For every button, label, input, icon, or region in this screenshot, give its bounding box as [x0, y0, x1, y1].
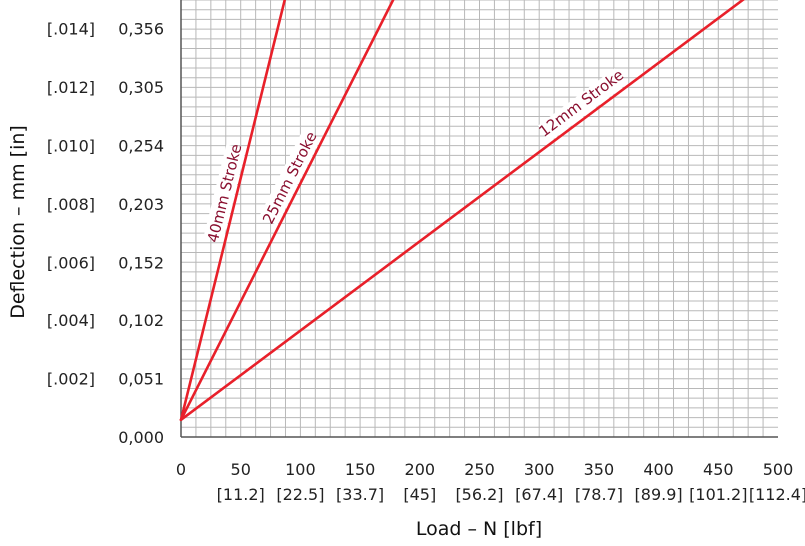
x-tick-label: 100 — [285, 460, 316, 479]
x-tick-label: 500 — [763, 460, 794, 479]
y-tick-label: 0,305 — [118, 78, 164, 97]
x-tick-label-lbf: [67.4] — [515, 485, 563, 504]
x-tick-labels: 0 50 [11.2] 100 [22.5] 150 [33.7] 200 [45] 250 [56… — [176, 460, 805, 504]
series-label-background — [259, 130, 321, 226]
x-tick-label: 200 — [405, 460, 436, 479]
y-tick-label-inch: [.006] — [47, 254, 95, 273]
y-axis-title: Deflection – mm [in] — [7, 125, 29, 319]
x-tick-label: 250 — [464, 460, 495, 479]
y-tick-label-inch: [.010] — [47, 137, 95, 156]
y-tick-label: 0,152 — [118, 254, 164, 273]
y-tick-label: 0,051 — [118, 370, 164, 389]
y-tick-label: 0,356 — [118, 20, 164, 39]
x-tick-label: 150 — [345, 460, 376, 479]
y-tick-label-inch: [.004] — [47, 311, 95, 330]
series-lines — [179, 0, 745, 422]
x-tick-label: 350 — [584, 460, 615, 479]
x-tick-label-lbf: [45] — [403, 485, 436, 504]
x-tick-label: 400 — [643, 460, 674, 479]
x-axis-title: Load – N [lbf] — [416, 518, 542, 540]
y-tick-label: 0,000 — [118, 428, 164, 447]
series-line — [179, 0, 395, 422]
y-tick-label: 0,203 — [118, 195, 164, 214]
series-line — [179, 0, 745, 422]
y-tick-label: 0,254 — [118, 137, 164, 156]
y-tick-label-inch: [.012] — [47, 78, 95, 97]
y-tick-labels: 0,000 0,051 [.002] 0,102 [.004] 0,152 [.006] 0,… — [47, 20, 164, 447]
x-tick-label-lbf: [78.7] — [575, 485, 623, 504]
x-tick-label: 450 — [703, 460, 734, 479]
y-tick-label-inch: [.014] — [47, 20, 95, 39]
axes — [180, 0, 778, 438]
y-tick-label: 0,102 — [118, 311, 164, 330]
series-label-background — [538, 68, 627, 142]
x-tick-label-lbf: [56.2] — [455, 485, 503, 504]
series-line — [179, 0, 287, 422]
series-label-background — [203, 144, 246, 243]
y-tick-label-inch: [.002] — [47, 370, 95, 389]
x-tick-label: 50 — [231, 460, 251, 479]
x-tick-label: 300 — [524, 460, 555, 479]
x-tick-label: 0 — [176, 460, 186, 479]
y-tick-label-inch: [.008] — [47, 195, 95, 214]
x-tick-label-lbf: [11.2] — [217, 485, 265, 504]
x-tick-label-lbf: [33.7] — [336, 485, 384, 504]
x-tick-label-lbf: [112.4] — [749, 485, 805, 504]
x-tick-label-lbf: [22.5] — [276, 485, 324, 504]
x-tick-label-lbf: [89.9] — [635, 485, 683, 504]
x-tick-label-lbf: [101.2] — [689, 485, 747, 504]
grid — [181, 0, 778, 437]
